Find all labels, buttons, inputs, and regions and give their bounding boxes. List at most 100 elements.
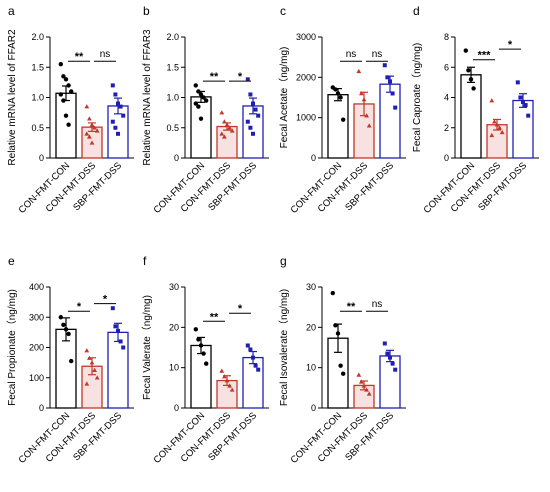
y-tick-label: 2 — [444, 123, 449, 133]
data-point — [497, 125, 502, 130]
data-point — [193, 101, 198, 106]
data-point — [224, 378, 230, 383]
data-point — [393, 105, 398, 110]
y-tick-label: 1.5 — [166, 62, 179, 72]
significance-label: ns — [100, 49, 111, 60]
data-point — [89, 122, 95, 127]
data-point — [198, 343, 204, 348]
data-point — [87, 134, 92, 139]
data-point — [222, 134, 227, 139]
data-point — [58, 62, 63, 67]
bar-CON-FMT-CON — [190, 96, 212, 159]
data-point — [518, 95, 523, 100]
y-tick-label: 2.0 — [31, 32, 44, 42]
data-point — [229, 128, 235, 133]
y-axis-label: Relative mRNA level of FFAR2 — [7, 29, 18, 166]
data-point — [58, 315, 63, 320]
panel-letter: a — [8, 4, 15, 18]
y-axis-label: Fecal Valerate（ng/mg) — [141, 295, 153, 400]
data-point — [61, 322, 66, 328]
y-axis-label: Fecal Isovalerate（ng/mg) — [278, 289, 290, 406]
data-point — [526, 113, 531, 118]
data-point — [253, 363, 258, 368]
data-point — [359, 379, 364, 384]
y-tick-label: 0.5 — [166, 123, 179, 133]
significance-label: * — [508, 39, 513, 51]
significance-label: ns — [372, 49, 383, 60]
data-point — [366, 391, 372, 396]
data-point — [245, 343, 250, 348]
y-tick-label: 0 — [311, 403, 316, 413]
significance-label: * — [238, 303, 243, 315]
data-point — [523, 103, 528, 108]
data-point — [248, 125, 253, 130]
data-point — [361, 383, 367, 388]
data-point — [359, 91, 364, 96]
data-point — [341, 117, 346, 122]
data-point — [63, 77, 69, 82]
significance-label: ns — [372, 299, 383, 310]
significance-label: ** — [347, 301, 356, 313]
data-point — [253, 107, 258, 112]
bar-SBP-FMT-DSS — [242, 356, 264, 409]
data-point — [219, 368, 225, 373]
y-tick-label: 6 — [444, 62, 449, 72]
data-point — [110, 83, 115, 88]
data-point — [248, 92, 253, 97]
data-point — [245, 77, 250, 82]
data-point — [245, 119, 250, 124]
y-tick-label: 100 — [29, 373, 44, 383]
data-point — [110, 119, 115, 124]
data-point — [385, 351, 390, 356]
data-point — [494, 122, 500, 127]
data-point — [222, 119, 227, 124]
y-tick-label: 30 — [169, 282, 179, 292]
data-point — [84, 131, 90, 136]
data-point — [110, 306, 115, 311]
data-point — [94, 128, 100, 133]
panel-a: a Relative mRNA level of FFAR2 0 0.5 1.0 1.5 2… — [7, 4, 134, 216]
data-point — [201, 351, 206, 356]
data-point — [94, 375, 100, 380]
y-tick-label: 200 — [29, 343, 44, 353]
bar-CON-FMT-CON — [460, 74, 482, 159]
data-point — [196, 89, 201, 94]
significance-label: * — [238, 71, 243, 83]
panel-letter: d — [413, 4, 420, 18]
data-point — [388, 355, 392, 360]
panel-letter: c — [280, 4, 286, 18]
data-point — [204, 98, 209, 103]
data-point — [251, 131, 255, 136]
y-axis-label: Relative mRNA level of FFAR3 — [142, 29, 153, 166]
data-point — [338, 363, 343, 368]
panel-letter: g — [280, 254, 287, 268]
data-point — [382, 341, 387, 346]
data-point — [390, 361, 395, 366]
data-point — [121, 113, 126, 118]
y-tick-label: 0.5 — [31, 123, 44, 133]
data-point — [219, 110, 225, 115]
significance-label: ** — [210, 311, 219, 323]
data-point — [466, 68, 471, 73]
data-point — [356, 68, 362, 74]
panel-letter: b — [143, 4, 150, 18]
data-point — [66, 331, 71, 337]
data-point — [335, 331, 341, 336]
data-point — [61, 74, 66, 79]
data-point — [116, 328, 120, 333]
data-point — [393, 367, 398, 372]
y-tick-label: 20 — [306, 322, 316, 332]
bar-SBP-FMT-DSS — [379, 83, 401, 159]
data-point — [366, 123, 372, 128]
bar-CON-FMT-CON — [190, 344, 212, 409]
data-point — [113, 125, 118, 130]
bar-SBP-FMT-DSS — [512, 99, 534, 159]
data-point — [89, 140, 95, 145]
y-tick-label: 1.0 — [166, 93, 179, 103]
y-tick-label: 2.0 — [166, 32, 179, 42]
data-point — [113, 324, 118, 329]
data-point — [92, 125, 97, 130]
